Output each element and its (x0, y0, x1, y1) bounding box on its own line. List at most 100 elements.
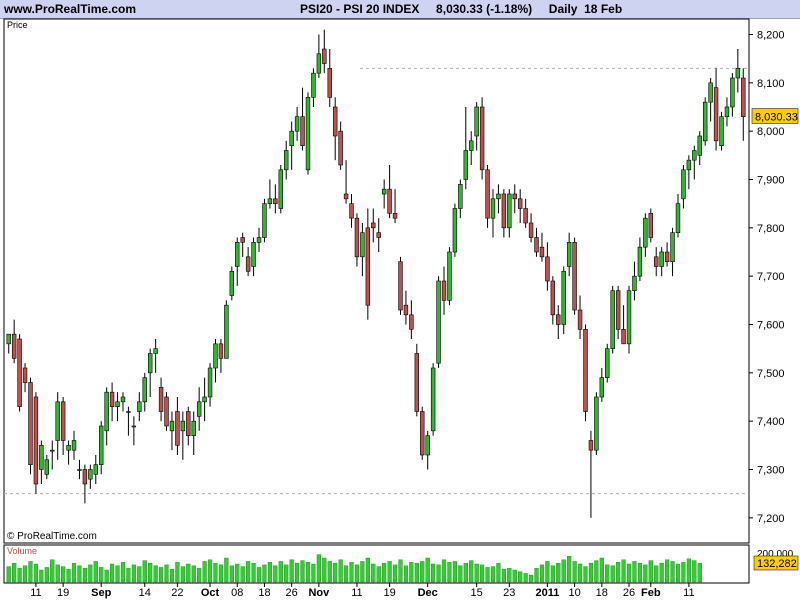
candle-body (120, 396, 126, 403)
date-axis-label: 19 (57, 587, 69, 599)
volume-bar (50, 559, 55, 583)
price-axis-label: 7,700 (757, 271, 785, 283)
date-axis-label: 11 (30, 587, 41, 599)
candle-body (77, 469, 82, 471)
candle-body (420, 411, 425, 456)
candle-body (566, 242, 572, 267)
volume-bar (387, 561, 392, 583)
candle-body (702, 101, 708, 142)
volume-bar (213, 562, 218, 583)
candle-body (262, 203, 267, 238)
volume-bar (567, 556, 572, 583)
volume-bar (44, 567, 49, 583)
volume-bar (99, 567, 104, 583)
volume-bar (322, 557, 327, 583)
candle-body (643, 217, 648, 248)
volume-bar (300, 560, 305, 583)
date-axis-label: Oct (201, 587, 220, 599)
volume-bar (654, 565, 659, 583)
price-axis-label: 7,200 (757, 513, 785, 525)
volume-bar (316, 554, 321, 583)
candle-body (316, 53, 322, 74)
volume-bar (371, 563, 376, 583)
volume-bar (463, 562, 468, 583)
date-axis-label: 14 (139, 587, 151, 599)
price-axis-label: 7,500 (757, 368, 785, 380)
volume-bar (12, 562, 17, 583)
candle-body (332, 106, 338, 137)
volume-bar (550, 565, 555, 583)
date-axis-label: 18 (596, 587, 608, 599)
volume-bar (93, 561, 98, 583)
price-panel-frame (3, 18, 750, 544)
volume-bar (327, 561, 332, 583)
volume-bar (485, 567, 490, 583)
price-panel-label: Price (7, 20, 28, 30)
candle-body (186, 411, 191, 436)
volume-bar (115, 565, 120, 583)
candle-body (256, 237, 262, 243)
candle-body (202, 396, 207, 403)
volume-bar (605, 564, 610, 583)
candle-body (175, 411, 180, 446)
candle-body (708, 82, 713, 103)
volume-bar (224, 557, 229, 583)
volume-bar (479, 564, 485, 583)
volume-bar (240, 566, 245, 583)
candle-body (626, 290, 632, 345)
candle-body (327, 68, 332, 98)
candle-body (240, 237, 245, 243)
candle-body (441, 280, 447, 301)
volume-bar (414, 562, 419, 583)
candle-body (245, 256, 251, 272)
candle-body (670, 232, 675, 262)
candle-body (99, 425, 104, 465)
candle-body (191, 420, 196, 436)
volume-bar (490, 566, 496, 583)
volume-bar (267, 562, 273, 583)
candle-body (452, 208, 458, 253)
candle-body (224, 304, 229, 359)
candle-body (414, 353, 420, 412)
candle-body (6, 333, 11, 345)
candle-body (512, 193, 517, 200)
candle-body (218, 343, 224, 359)
volume-bar (71, 562, 77, 583)
candle-body (28, 382, 33, 465)
price-axis-label: 8,000 (757, 126, 785, 138)
candle-body (44, 459, 50, 475)
volume-bar (431, 563, 436, 583)
candle-body (71, 440, 77, 451)
volume-bar (262, 564, 267, 583)
candle-body (730, 77, 735, 108)
candle-body (572, 242, 577, 311)
date-axis-label: 26 (623, 587, 635, 599)
last-price-badge-text: 8,030.33 (755, 112, 798, 124)
candle-body (229, 271, 235, 296)
volume-bar (349, 562, 354, 583)
candle-body (126, 411, 131, 413)
date-axis-label: Sep (91, 587, 111, 599)
volume-bar (469, 560, 474, 583)
volume-bar (539, 564, 545, 583)
price-axis-label: 7,600 (757, 320, 785, 332)
candle-body (605, 348, 610, 378)
candle-body (735, 68, 741, 79)
candle-body (490, 198, 496, 219)
volume-bar (572, 561, 577, 583)
volume-bar (311, 563, 316, 583)
volume-bar (338, 559, 343, 583)
candle-body (577, 309, 583, 330)
volume-axis-top-tick: 200,000 (757, 549, 794, 560)
candle-body (713, 87, 719, 142)
volume-bar (77, 565, 82, 583)
candle-body (496, 193, 501, 200)
volume-bar (360, 561, 365, 583)
volume-bar (556, 562, 561, 583)
date-axis-label: 2011 (535, 587, 559, 599)
volume-bar (534, 568, 539, 583)
site-url-label[interactable]: www.ProRealTime.com (4, 2, 137, 16)
candle-body (115, 401, 120, 407)
volume-bar (55, 564, 60, 583)
candle-body (158, 387, 164, 412)
